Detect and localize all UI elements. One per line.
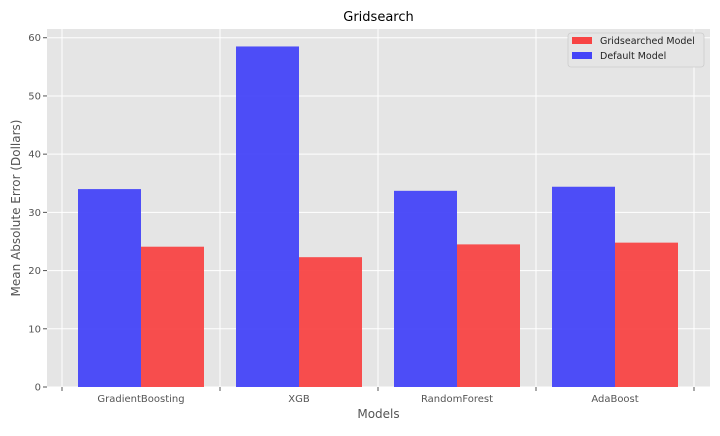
bar-default-RandomForest [394,190,457,387]
x-tick-label: GradientBoosting [97,394,184,405]
bar-gridsearched-AdaBoost [615,242,678,387]
y-tick-label: 10 [28,324,41,335]
legend-swatch [572,52,592,59]
legend-swatch [572,37,592,44]
bar-gridsearched-RandomForest [457,244,520,387]
chart-title: Gridsearch [343,10,413,25]
legend-label: Gridsearched Model [600,36,695,47]
bar-default-GradientBoosting [78,189,141,387]
y-tick-label: 30 [28,208,41,219]
bar-gridsearched-XGB [299,257,362,387]
legend-box [567,32,705,68]
y-axis-label: Mean Absolute Error (Dollars) [9,120,23,297]
y-tick-label: 0 [35,383,41,394]
x-tick-label: XGB [288,394,310,405]
bars [78,46,678,388]
y-tick-label: 40 [28,150,41,161]
bar-default-XGB [236,46,299,388]
y-tick-label: 20 [28,266,41,277]
bar-gridsearched-GradientBoosting [141,246,204,387]
axis-ticks: 0 10 20 30 40 50 60 GradientBoosting XGB RandomFo… [28,33,695,405]
legend-label: Default Model [600,51,666,62]
y-tick-label: 60 [28,33,41,44]
x-axis-label: Models [357,407,399,421]
x-tick-label: AdaBoost [591,394,638,405]
legend: Gridsearched Model Default Model [567,32,705,68]
bar-default-AdaBoost [552,186,615,387]
y-tick-label: 50 [28,91,41,102]
x-tick-label: RandomForest [421,394,493,405]
